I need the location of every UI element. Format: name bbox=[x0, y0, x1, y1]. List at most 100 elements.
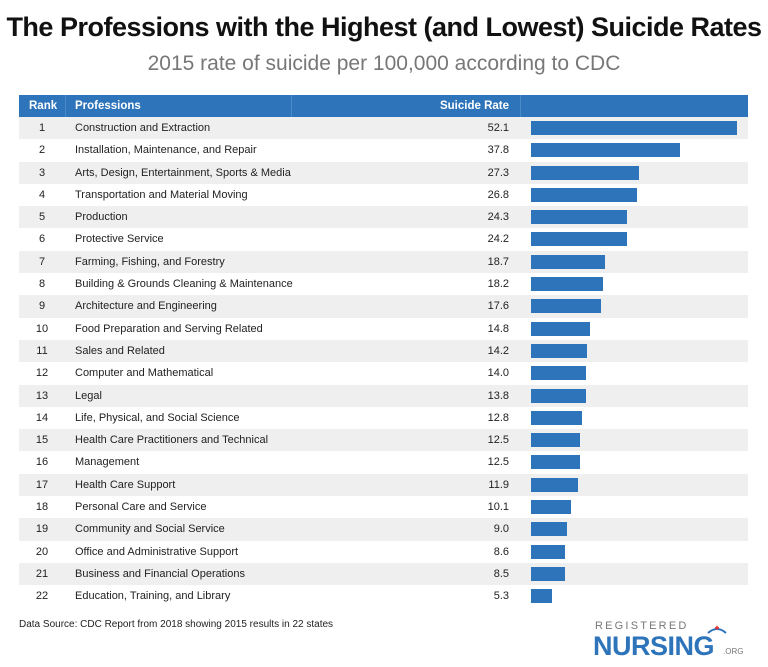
rank-cell: 11 bbox=[36, 344, 48, 357]
chart-title: The Professions with the Highest (and Lo… bbox=[6, 12, 762, 42]
table-row: 3 Arts, Design, Entertainment, Sports & … bbox=[19, 161, 748, 184]
rate-bar bbox=[531, 433, 581, 448]
rate-bar bbox=[531, 544, 565, 559]
svg-text:.ORG: .ORG bbox=[723, 647, 743, 656]
table-row: 20 Office and Administrative Support 8.6 bbox=[19, 541, 748, 563]
table-row: 4 Transportation and Material Moving 26.… bbox=[19, 184, 748, 206]
table-row: 11 Sales and Related 14.2 bbox=[19, 339, 748, 363]
rate-cell: 26.8 bbox=[487, 188, 509, 201]
rank-cell: 20 bbox=[35, 545, 49, 558]
rate-bar bbox=[531, 299, 601, 314]
rank-cell: 3 bbox=[38, 166, 46, 179]
table-row: 7 Farming, Fishing, and Forestry 18.7 bbox=[19, 250, 748, 274]
rate-bar bbox=[531, 277, 603, 292]
table-row: 21 Business and Financial Operations 8.5 bbox=[19, 562, 748, 586]
profession-cell: Community and Social Service bbox=[75, 523, 225, 536]
rate-bar bbox=[531, 210, 628, 225]
rate-cell: 37.8 bbox=[487, 144, 509, 157]
profession-cell: Sales and Related bbox=[75, 344, 165, 357]
profession-cell: Health Care Support bbox=[75, 478, 176, 491]
rate-bar bbox=[531, 410, 582, 425]
profession-cell: Installation, Maintenance, and Repair bbox=[75, 144, 257, 157]
rate-cell: 9.0 bbox=[493, 523, 509, 536]
rate-cell: 8.6 bbox=[493, 545, 509, 558]
profession-cell: Legal bbox=[75, 389, 102, 402]
profession-cell: Farming, Fishing, and Forestry bbox=[75, 255, 225, 268]
profession-cell: Health Care Practitioners and Technical bbox=[75, 434, 269, 447]
rate-bar bbox=[531, 254, 605, 269]
table-row: 2 Installation, Maintenance, and Repair … bbox=[19, 139, 748, 161]
rate-cell: 10.1 bbox=[487, 501, 509, 514]
rate-bar bbox=[531, 388, 586, 403]
rank-cell: 17 bbox=[35, 478, 49, 491]
profession-cell: Construction and Extraction bbox=[75, 122, 211, 134]
profession-cell: Life, Physical, and Social Science bbox=[75, 411, 240, 424]
table-row: 15 Health Care Practitioners and Technic… bbox=[19, 429, 748, 452]
rate-bar bbox=[531, 589, 552, 604]
profession-cell: Architecture and Engineering bbox=[75, 300, 217, 313]
rate-cell: 17.6 bbox=[487, 300, 509, 313]
rate-cell: 13.8 bbox=[487, 389, 509, 402]
rate-cell: 14.0 bbox=[487, 367, 509, 380]
rate-bar bbox=[531, 366, 587, 381]
rate-cell: 18.7 bbox=[487, 255, 509, 268]
profession-cell: Business and Financial Operations bbox=[75, 567, 245, 580]
rank-cell: 8 bbox=[38, 278, 46, 291]
rank-cell: 5 bbox=[38, 211, 46, 224]
table-row: 1 Construction and Extraction 52.1 bbox=[19, 117, 748, 140]
rate-cell: 14.2 bbox=[487, 344, 509, 357]
rank-cell: 19 bbox=[35, 523, 49, 536]
rates-table: Rank Professions Suicide Rate 1 Construc… bbox=[19, 95, 748, 608]
table-header: Rank Professions Suicide Rate bbox=[19, 95, 748, 117]
rank-cell: 12 bbox=[35, 367, 49, 380]
table-row: 14 Life, Physical, and Social Science 12… bbox=[19, 407, 748, 429]
rate-bar bbox=[531, 187, 637, 202]
table-row: 8 Building & Grounds Cleaning & Maintena… bbox=[19, 273, 748, 295]
rank-cell: 7 bbox=[38, 255, 46, 268]
rank-cell: 14 bbox=[35, 411, 49, 424]
rate-bar bbox=[531, 477, 579, 492]
rate-cell: 12.5 bbox=[487, 434, 509, 447]
rate-cell: 18.2 bbox=[487, 278, 509, 291]
table-row: 12 Computer and Mathematical 14.0 bbox=[19, 362, 748, 384]
table-row: 5 Production 24.3 bbox=[19, 206, 748, 229]
profession-cell: Office and Administrative Support bbox=[75, 545, 239, 558]
rank-cell: 13 bbox=[35, 389, 49, 402]
table-row: 9 Architecture and Engineering 17.6 bbox=[19, 295, 748, 318]
rank-cell: 21 bbox=[35, 567, 49, 580]
rate-bar bbox=[531, 143, 681, 158]
profession-cell: Protective Service bbox=[75, 233, 164, 246]
profession-cell: Food Preparation and Serving Related bbox=[75, 322, 263, 335]
rate-bar bbox=[531, 121, 737, 135]
table-row: 13 Legal 13.8 bbox=[19, 384, 748, 407]
table-row: 22 Education, Training, and Library 5.3 bbox=[19, 585, 748, 607]
rank-cell: 1 bbox=[38, 122, 46, 134]
registered-nursing-logo: REGISTERED NURSING .ORG bbox=[593, 620, 743, 658]
rank-cell: 9 bbox=[38, 300, 46, 313]
header-suicide-rate: Suicide Rate bbox=[439, 100, 509, 112]
profession-cell: Transportation and Material Moving bbox=[75, 188, 248, 201]
rate-cell: 12.8 bbox=[487, 411, 509, 424]
rate-bar bbox=[531, 321, 590, 336]
rank-cell: 10 bbox=[35, 322, 49, 335]
rate-cell: 24.3 bbox=[487, 211, 509, 224]
profession-cell: Arts, Design, Entertainment, Sports & Me… bbox=[75, 166, 291, 179]
table-row: 19 Community and Social Service 9.0 bbox=[19, 518, 748, 541]
profession-cell: Education, Training, and Library bbox=[75, 590, 231, 603]
rate-bar bbox=[531, 455, 581, 470]
rate-cell: 5.3 bbox=[493, 590, 509, 603]
rate-bar bbox=[531, 232, 627, 247]
rank-cell: 2 bbox=[38, 144, 46, 157]
chart-subtitle: 2015 rate of suicide per 100,000 accordi… bbox=[147, 52, 621, 75]
profession-cell: Computer and Mathematical bbox=[75, 367, 214, 380]
header-professions: Professions bbox=[75, 100, 141, 112]
profession-cell: Production bbox=[75, 211, 128, 224]
rank-cell: 6 bbox=[38, 233, 46, 246]
profession-cell: Management bbox=[75, 456, 140, 469]
rate-cell: 12.5 bbox=[487, 456, 509, 469]
svg-text:REGISTERED: REGISTERED bbox=[595, 620, 689, 632]
rate-cell: 52.1 bbox=[487, 122, 509, 134]
table-row: 18 Personal Care and Service 10.1 bbox=[19, 496, 748, 518]
rank-cell: 15 bbox=[35, 434, 49, 447]
rate-bar bbox=[531, 566, 565, 581]
